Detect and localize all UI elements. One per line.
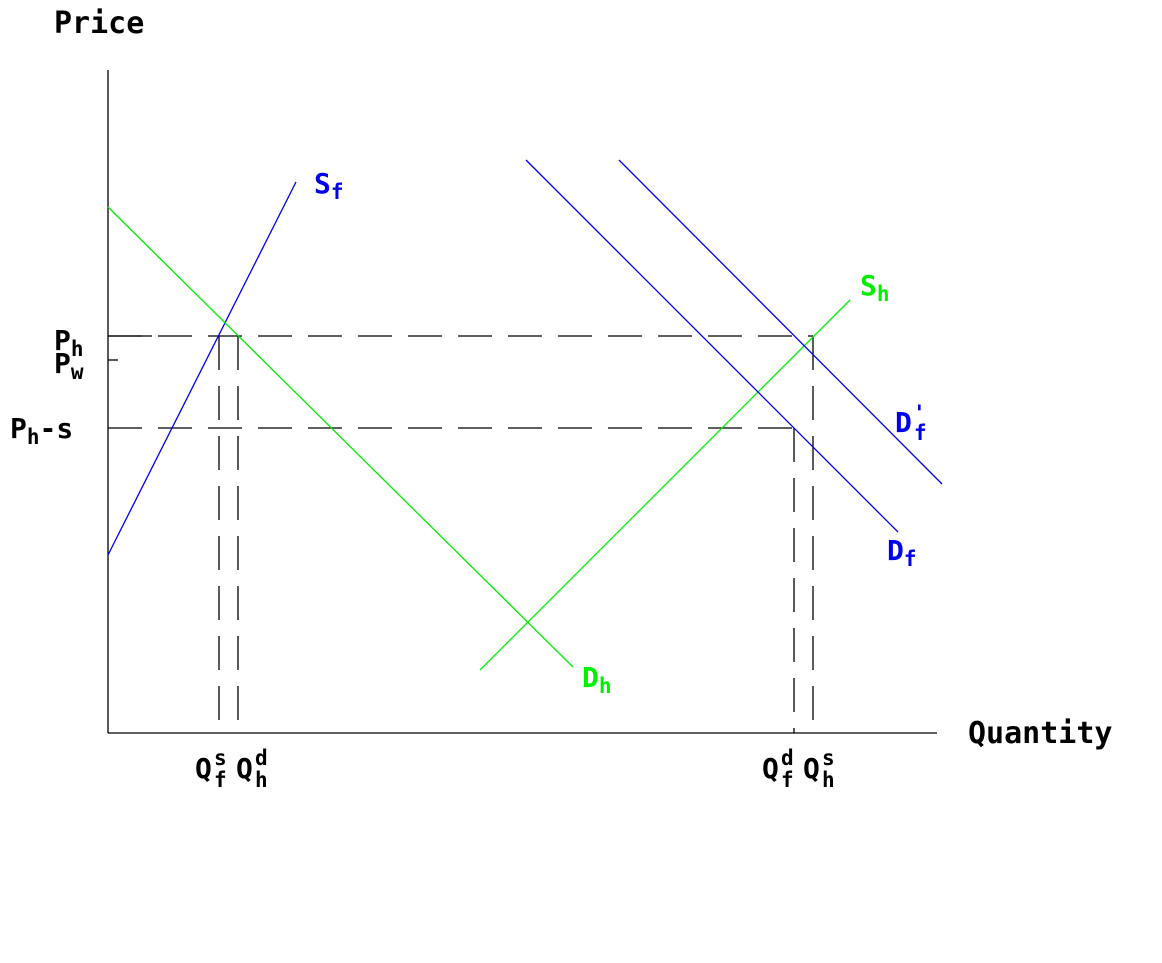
quantity-label-q-f-s: Q s f — [195, 746, 227, 792]
curve-label-s-h: Sh — [860, 269, 890, 306]
curve-label-d-f-prime: D ' f — [895, 401, 927, 445]
curve-label-d-f: Df — [887, 534, 917, 571]
q-f-s-sub: f — [214, 768, 227, 792]
s-h-sub: h — [877, 282, 890, 306]
d-f-sub: f — [904, 547, 917, 571]
d-f-prime-main: D — [895, 406, 912, 439]
price-label-p-w: Pw — [54, 347, 84, 384]
d-h-sub: h — [599, 674, 612, 698]
price-label-p-h-main: P — [54, 324, 71, 357]
curve-label-s-f: Sf — [314, 167, 344, 204]
q-f-d-sub: f — [781, 768, 794, 792]
q-h-s-sup: s — [822, 746, 835, 770]
y-axis-title: Price — [54, 6, 144, 41]
q-f-d-main: Q — [762, 752, 779, 785]
q-f-s-main: Q — [195, 752, 212, 785]
quantity-label-q-f-d: Q d f — [762, 746, 794, 792]
curve-s-f — [107, 181, 297, 556]
curve-label-d-h: Dh — [582, 661, 612, 698]
price-label-p-h-minus-s-rest: -s — [40, 412, 74, 445]
d-f-main: D — [887, 534, 904, 567]
price-label-p-h-minus-s: Ph-s — [10, 412, 73, 449]
s-h-main: S — [860, 269, 877, 302]
x-axis-title: Quantity — [968, 716, 1113, 751]
d-f-prime-sup: ' — [913, 401, 926, 425]
q-f-d-sup: d — [781, 746, 794, 770]
q-f-s-sup: s — [214, 746, 227, 770]
q-h-s-main: Q — [803, 752, 820, 785]
d-f-prime-sub: f — [914, 421, 927, 445]
curve-d-f-prime — [618, 159, 943, 485]
quantity-label-q-h-d: Q d h — [236, 746, 268, 792]
quantity-label-q-h-s: Q s h — [803, 746, 835, 792]
price-label-p-w-main: P — [54, 347, 71, 380]
curve-s-h — [479, 299, 851, 671]
q-h-d-sub: h — [255, 768, 268, 792]
q-h-s-sub: h — [822, 768, 835, 792]
s-f-sub: f — [331, 180, 344, 204]
q-h-d-sup: d — [255, 746, 268, 770]
price-label-p-w-sub: w — [71, 360, 84, 384]
price-label-p-h-minus-s-main: P — [10, 412, 27, 445]
curve-d-h — [107, 206, 574, 668]
q-h-d-main: Q — [236, 752, 253, 785]
price-label-p-h-sub: h — [71, 337, 84, 361]
price-label-p-h: Ph — [54, 324, 84, 361]
d-h-main: D — [582, 661, 599, 694]
curve-d-f — [525, 159, 899, 533]
price-label-p-h-minus-s-sub: h — [27, 425, 40, 449]
s-f-main: S — [314, 167, 331, 200]
